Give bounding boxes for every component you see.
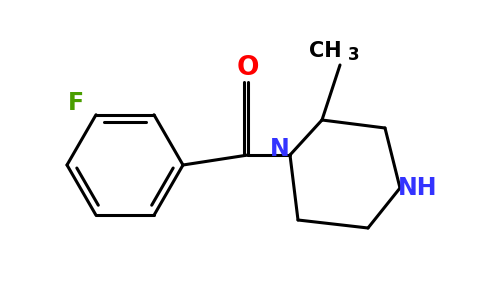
Text: N: N: [270, 137, 290, 161]
Text: O: O: [237, 55, 259, 81]
Text: 3: 3: [348, 46, 360, 64]
Text: CH: CH: [309, 41, 342, 61]
Text: NH: NH: [398, 176, 438, 200]
Text: F: F: [68, 91, 84, 115]
